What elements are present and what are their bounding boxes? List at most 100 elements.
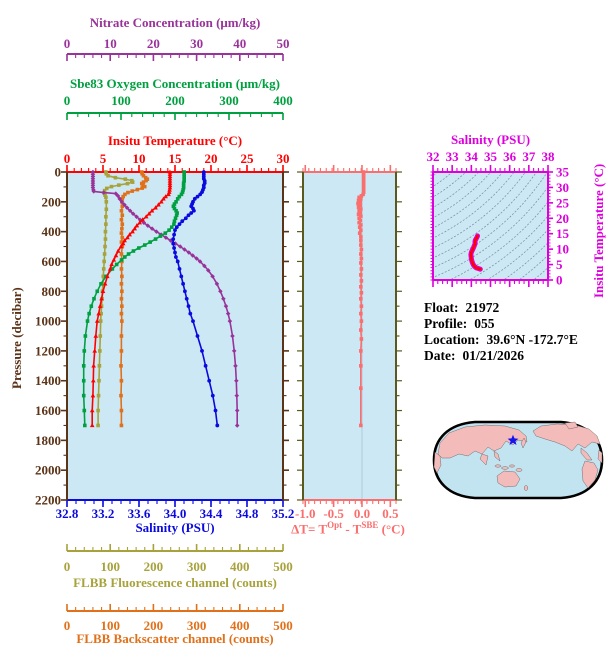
ts-panel-background [433,172,548,280]
tick-label: 100 [100,559,120,574]
profile-value: 055 [474,316,495,331]
tick-label: 20 [556,211,569,226]
tick-label: 34 [465,149,479,164]
tick-label: 400 [273,93,293,108]
world-map [432,420,604,500]
delta-bottom-scale: -1.0 -0.5 0.0 0.5 [295,499,399,521]
tick-label: 20 [147,36,160,51]
tick-label: 200 [144,618,164,633]
delta-label-sup-sbe: SBE [361,520,379,530]
tick-label: 35 [484,149,498,164]
tick-label: 200 [144,559,164,574]
delta-label-part: (°C) [378,521,405,537]
ts-temperature-axis-title: Insitu Temperature (°C) [591,163,606,299]
tick-label: 600 [42,254,62,269]
float-id-label: Float: [424,300,459,315]
tick-label: -0.5 [323,506,344,521]
tick-label: 400 [230,618,250,633]
profile-row: Profile: 055 [424,316,578,332]
tick-label: 400 [230,559,250,574]
tick-label: 10 [104,36,117,51]
tick-label: 0 [556,273,563,288]
delta-panel-background [303,172,396,500]
location-label: Location: [424,332,480,347]
ts-curve [468,233,483,272]
temperature-axis-title: Insitu Temperature (°C) [107,133,243,148]
fluorescence-axis-title: FLBB Fluorescence channel (counts) [73,575,277,590]
tick-label: 36 [503,149,517,164]
pressure-axis-title: Pressure (decibar) [9,287,24,389]
tick-label: 15 [169,151,183,166]
tick-label: 300 [187,618,207,633]
backscatter-axis-title: FLBB Backscatter channel (counts) [76,631,274,646]
backscatter-scale-bar: 0 100 200 300 400 500 [64,604,293,633]
location-value: 39.6°N -172.7°E [486,332,578,347]
tick-label: 37 [522,149,536,164]
date-label: Date: [424,348,456,363]
tick-label: 34.4 [200,506,223,521]
tick-label: 10 [556,242,569,257]
tick-label: 0 [64,151,71,166]
tick-label: 35 [556,165,570,180]
tick-label: 30 [556,180,569,195]
delta-t-axis-title: ΔT= TOpt - TSBE (°C) [280,520,416,537]
tick-label: 34.8 [236,506,259,521]
delta-pressure-axis [297,171,402,501]
oxygen-scale-bar: 0 100 200 300 400 [64,93,293,120]
tick-label: 500 [273,618,293,633]
tick-label: 32 [427,149,440,164]
oxygen-profile-series [81,170,186,428]
tick-label: 1600 [35,403,61,418]
tick-label: 200 [165,93,185,108]
tick-label: 800 [42,284,62,299]
salinity-scale-bar: 32.8 33.2 33.6 34.0 34.4 34.8 35.2 [56,499,295,521]
profile-label: Profile: [424,316,468,331]
map-landmasses [433,421,603,491]
tick-label: 5 [556,257,563,272]
float-info-block: Float: 21972 Profile: 055 Location: 39.6°N … [424,300,578,364]
tick-label: 33 [446,149,460,164]
tick-label: 30 [190,36,203,51]
tick-label: 40 [233,36,246,51]
tick-label: 35.2 [272,506,295,521]
tick-label: 0 [64,36,71,51]
tick-label: 33.2 [92,506,115,521]
delta-t-series [356,170,366,428]
tick-label: 400 [42,224,62,239]
tick-label: 300 [187,559,207,574]
ts-salinity-axis-title: Salinity (PSU) [450,132,531,147]
tick-label: 100 [111,93,131,108]
tick-label: 33.6 [128,506,151,521]
tick-label: 20 [205,151,218,166]
delta-label-part: ΔT= T [291,521,328,537]
oxygen-axis-title: Sbe83 Oxygen Concentration (μm/kg) [70,76,280,91]
tick-label: 0.5 [382,506,399,521]
backscatter-profile-series [119,170,150,428]
tick-label: 200 [42,194,62,209]
float-id-row: Float: 21972 [424,300,578,316]
tick-label: 5 [100,151,107,166]
delta-label-sup-opt: Opt [327,520,343,530]
tick-label: 100 [100,618,120,633]
nitrate-scale-bar: 0 10 20 30 40 50 [64,36,290,61]
salinity-axis-title: Salinity (PSU) [135,520,215,535]
tick-label: 15 [556,226,570,241]
tick-label: 25 [556,195,570,210]
delta-top-scale: -1.0-0.50.00.5 [302,165,397,173]
ts-salinity-scale: 32 33 34 35 36 37 38 [427,149,555,173]
date-row: Date: 01/21/2026 [424,348,578,364]
nitrate-axis-title: Nitrate Concentration (μm/kg) [89,15,261,30]
tick-label: 0 [64,93,71,108]
ts-bottom-scale [432,279,549,287]
tick-label: 0.0 [354,506,370,521]
float-id-value: 21972 [465,300,500,315]
tick-label: 1800 [35,433,61,448]
salinity-profile-series [171,170,220,428]
tick-label: 1200 [35,343,61,358]
pressure-axis: 0 200 400 600 800 1000 1200 1400 1600 1800 2000 220… [35,165,289,508]
delta-label-part: - T [342,521,362,537]
tick-label: 34.0 [164,506,187,521]
